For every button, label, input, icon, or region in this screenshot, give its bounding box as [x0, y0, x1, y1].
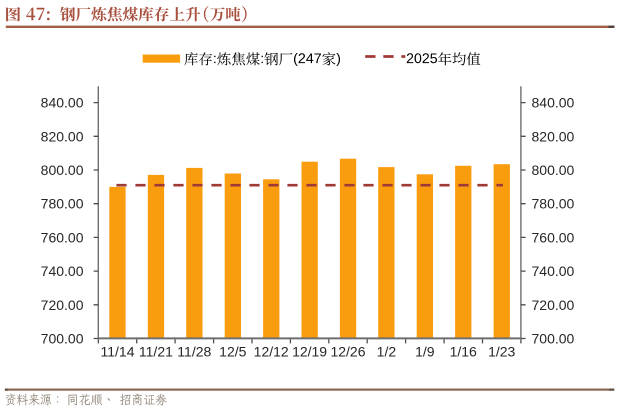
svg-text:840.00: 840.00 [532, 95, 575, 111]
svg-text:11/28: 11/28 [177, 343, 211, 359]
svg-text:1/16: 1/16 [450, 343, 477, 359]
svg-text:760.00: 760.00 [532, 229, 575, 245]
svg-text:1/9: 1/9 [415, 343, 435, 359]
svg-text:820.00: 820.00 [41, 128, 84, 144]
svg-text:760.00: 760.00 [41, 229, 84, 245]
svg-text:11/14: 11/14 [101, 343, 135, 359]
svg-text:1/23: 1/23 [488, 343, 515, 359]
svg-text:12/19: 12/19 [292, 343, 327, 359]
svg-text:12/5: 12/5 [219, 343, 246, 359]
svg-text:740.00: 740.00 [41, 263, 84, 279]
svg-text:740.00: 740.00 [532, 263, 575, 279]
svg-text:12/26: 12/26 [330, 343, 365, 359]
svg-text:700.00: 700.00 [41, 331, 84, 347]
svg-text:820.00: 820.00 [532, 128, 575, 144]
svg-text:780.00: 780.00 [532, 196, 575, 212]
svg-text:720.00: 720.00 [41, 297, 84, 313]
svg-text:12/12: 12/12 [254, 343, 289, 359]
svg-text:700.00: 700.00 [532, 331, 575, 347]
svg-text:840.00: 840.00 [41, 95, 84, 111]
svg-text:800.00: 800.00 [41, 162, 84, 178]
svg-text:720.00: 720.00 [532, 297, 575, 313]
svg-text:780.00: 780.00 [41, 196, 84, 212]
svg-text:1/2: 1/2 [377, 343, 397, 359]
svg-text:11/21: 11/21 [139, 343, 173, 359]
svg-text:800.00: 800.00 [532, 162, 575, 178]
